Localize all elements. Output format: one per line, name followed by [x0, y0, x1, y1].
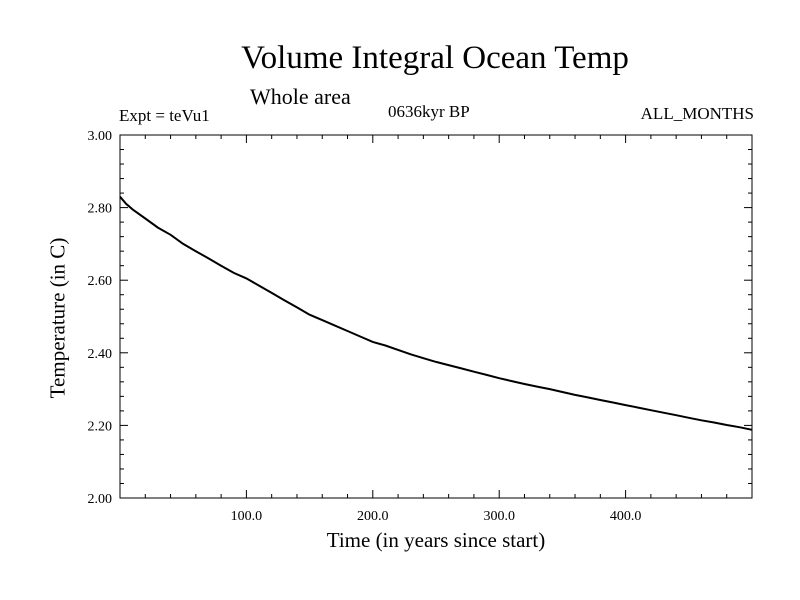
y-tick-label: 3.00 — [88, 129, 113, 144]
y-tick-label: 2.40 — [88, 347, 113, 362]
chart-subtitle: Whole area — [250, 84, 351, 109]
axis-tick-labels: 100.0 200.0 300.0 400.0 2.00 2.20 2.40 2.60 2.80… — [88, 129, 642, 524]
temperature-series-line — [119, 196, 753, 431]
x-tick-label: 300.0 — [483, 509, 515, 524]
period-label: 0636kyr BP — [388, 102, 470, 121]
series-group — [119, 196, 753, 431]
x-axis-label: Time (in years since start) — [326, 528, 546, 552]
y-tick-label: 2.60 — [88, 274, 113, 289]
x-tick-label: 400.0 — [610, 509, 642, 524]
months-label: ALL_MONTHS — [640, 104, 754, 123]
y-tick-label: 2.20 — [88, 419, 113, 434]
axis-ticks — [120, 135, 752, 498]
y-tick-label: 2.80 — [88, 202, 113, 217]
chart-title: Volume Integral Ocean Temp — [241, 40, 629, 76]
experiment-label: Expt = teVu1 — [119, 106, 210, 125]
plot-frame — [119, 134, 753, 499]
x-tick-label: 100.0 — [231, 509, 263, 524]
x-tick-label: 200.0 — [357, 509, 389, 524]
y-tick-label: 2.00 — [88, 492, 113, 507]
